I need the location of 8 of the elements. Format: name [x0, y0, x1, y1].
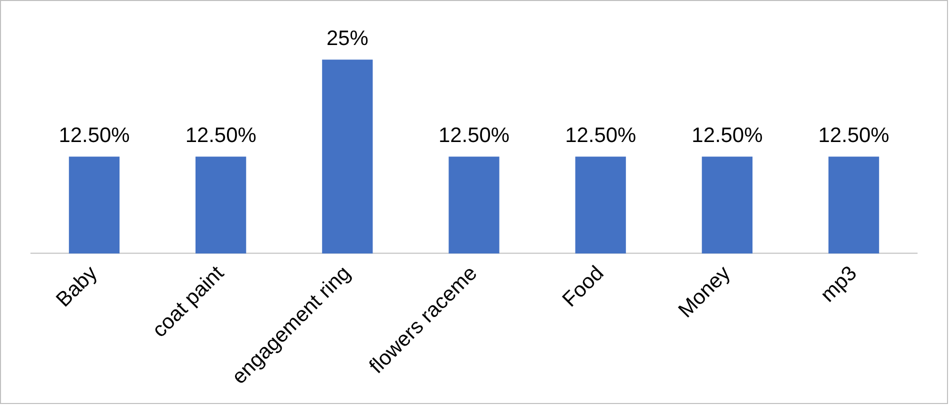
data-label: 12.50% [58, 124, 130, 147]
data-label: 12.50% [185, 124, 256, 147]
x-tick-label: mp3 [816, 262, 862, 307]
data-label: 12.50% [818, 124, 890, 147]
data-label: 12.50% [692, 124, 763, 147]
data-label: 25% [326, 27, 368, 50]
data-label: 12.50% [438, 124, 510, 147]
data-label: 12.50% [565, 124, 636, 147]
